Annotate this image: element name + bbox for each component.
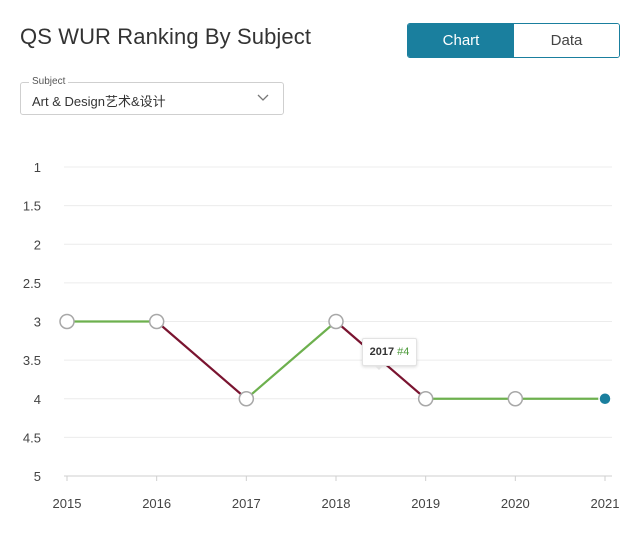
x-tick-label: 2019 <box>411 496 440 511</box>
subject-dropdown[interactable]: Subject Art & Design艺术&设计 <box>20 76 284 115</box>
tooltip-year: 2017 <box>369 346 395 358</box>
x-tick-label: 2017 <box>232 496 261 511</box>
view-toggle: Chart Data <box>407 23 620 58</box>
data-point <box>148 313 165 330</box>
data-point-highlighted <box>598 392 612 406</box>
y-tick-label: 3.5 <box>23 353 41 368</box>
y-tick-label: 1.5 <box>23 199 41 214</box>
y-tick-label: 2 <box>34 237 41 252</box>
tooltip-rank: #4 <box>397 346 410 358</box>
page-title: QS WUR Ranking By Subject <box>20 24 312 49</box>
subject-dropdown-value: Art & Design艺术&设计 <box>32 94 166 109</box>
tooltip-arrow <box>374 365 384 370</box>
chart-tab[interactable]: Chart <box>408 24 514 57</box>
x-tick-label: 2016 <box>142 496 171 511</box>
y-tick-label: 4.5 <box>23 430 41 445</box>
series-line-segment <box>245 320 338 400</box>
x-tick-label: 2021 <box>591 496 620 511</box>
x-tick-label: 2018 <box>322 496 351 511</box>
x-tick-label: 2015 <box>53 496 82 511</box>
data-point <box>238 391 255 407</box>
y-tick-label: 4 <box>34 392 41 407</box>
chevron-down-icon <box>257 94 269 101</box>
data-point <box>59 313 75 330</box>
data-point <box>507 391 524 407</box>
data-point <box>328 313 344 330</box>
subject-dropdown-label: Subject <box>29 76 69 88</box>
y-tick-label: 2.5 <box>23 276 41 291</box>
chart-tooltip: 2017 #4 <box>362 338 417 366</box>
data-point <box>417 391 434 407</box>
y-tick-label: 1 <box>34 160 41 175</box>
data-tab[interactable]: Data <box>514 24 619 57</box>
series-line-segment <box>155 320 248 400</box>
y-tick-label: 3 <box>34 315 41 330</box>
y-tick-label: 5 <box>34 469 41 484</box>
x-tick-label: 2020 <box>501 496 530 511</box>
